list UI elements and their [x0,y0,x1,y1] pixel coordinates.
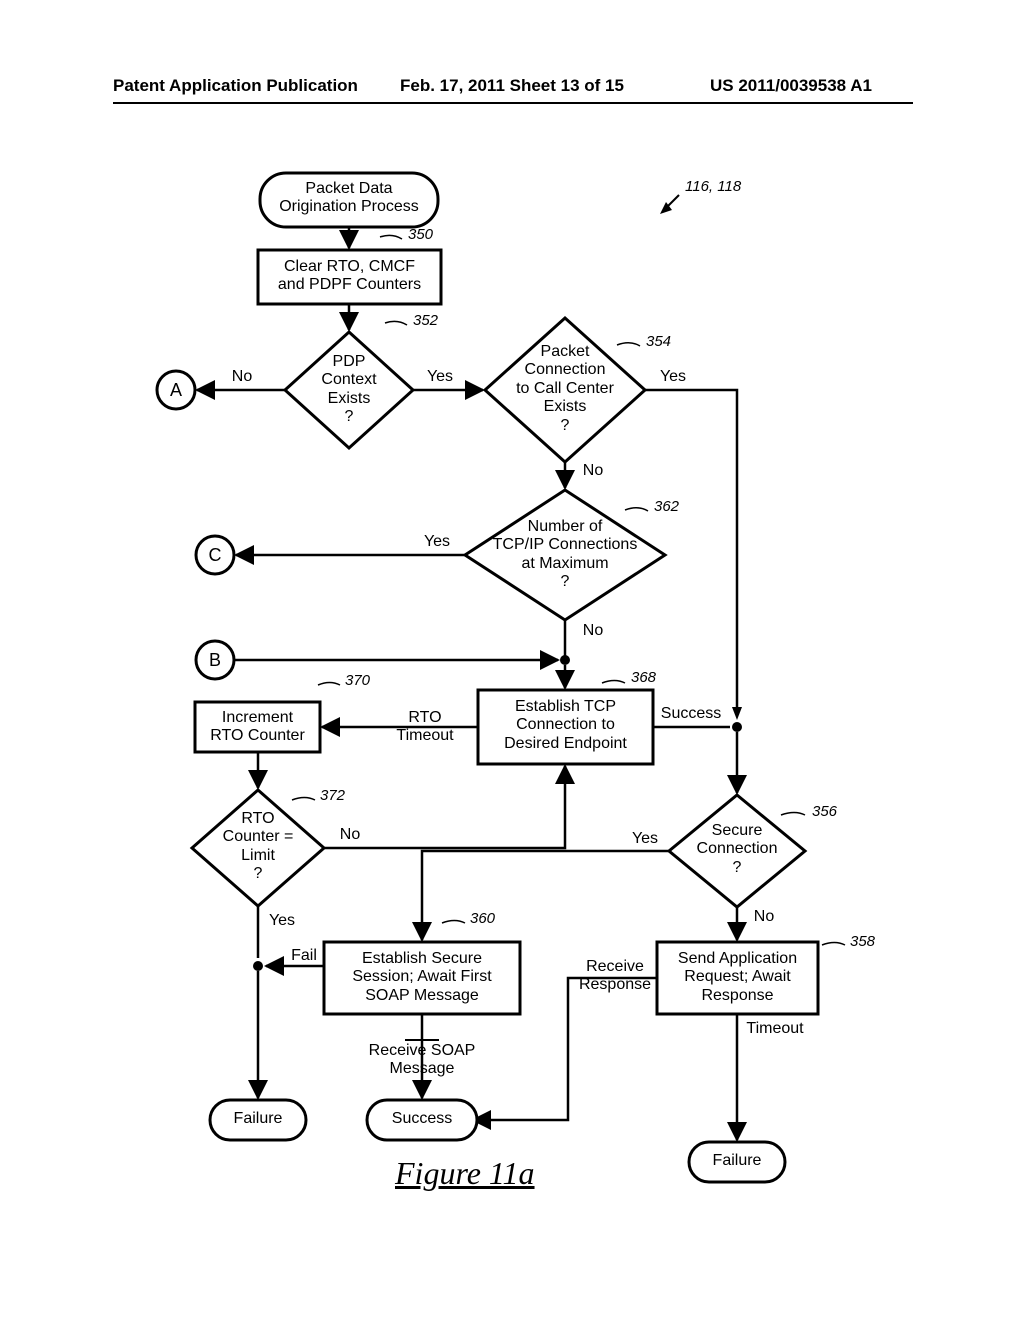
node-failure-right [689,1142,785,1182]
leader-358 [822,943,845,946]
node-send-app [657,942,818,1014]
leader-360 [442,921,465,924]
edge-secure-yes [422,851,669,940]
leader-356 [781,813,805,816]
junction-b [560,655,570,665]
junction-left [253,961,263,971]
node-pdp [285,332,413,448]
edge-rtolim-no [324,766,565,848]
node-A [157,371,195,409]
page-ref-arrow [660,195,679,214]
page-container: Patent Application Publication Feb. 17, … [0,0,1024,1320]
node-failure-left [210,1100,306,1140]
lbl-370: 370 [345,672,370,689]
page-ref-label: 116, 118 [685,178,741,195]
node-start [260,173,438,227]
node-inc-rto [195,702,320,752]
node-clear [258,250,441,304]
node-est-tcp [478,690,653,764]
node-success [367,1100,477,1140]
node-C [196,536,234,574]
lbl-356: 356 [812,803,837,820]
junction-right [732,722,742,732]
node-B [196,641,234,679]
lbl-352: 352 [413,312,438,329]
leader-362 [625,508,648,511]
lbl-368: 368 [631,669,656,686]
lbl-358: 358 [850,933,875,950]
lbl-350: 350 [408,226,433,243]
leader-350 [380,235,402,239]
lbl-354: 354 [646,333,671,350]
leader-352 [385,321,407,325]
node-tcpip [465,490,665,620]
leader-354 [617,343,640,346]
lbl-372: 372 [320,787,345,804]
flowchart-svg [0,0,1024,1320]
lbl-360: 360 [470,910,495,927]
leader-370 [318,683,340,686]
node-soap [324,942,520,1014]
figure-caption: Figure 11a [395,1155,535,1192]
leader-368 [602,681,625,684]
lbl-362: 362 [654,498,679,515]
node-rto-lim [192,790,324,906]
node-pkt [485,318,645,462]
leader-372 [292,798,315,801]
node-secure [669,795,805,907]
